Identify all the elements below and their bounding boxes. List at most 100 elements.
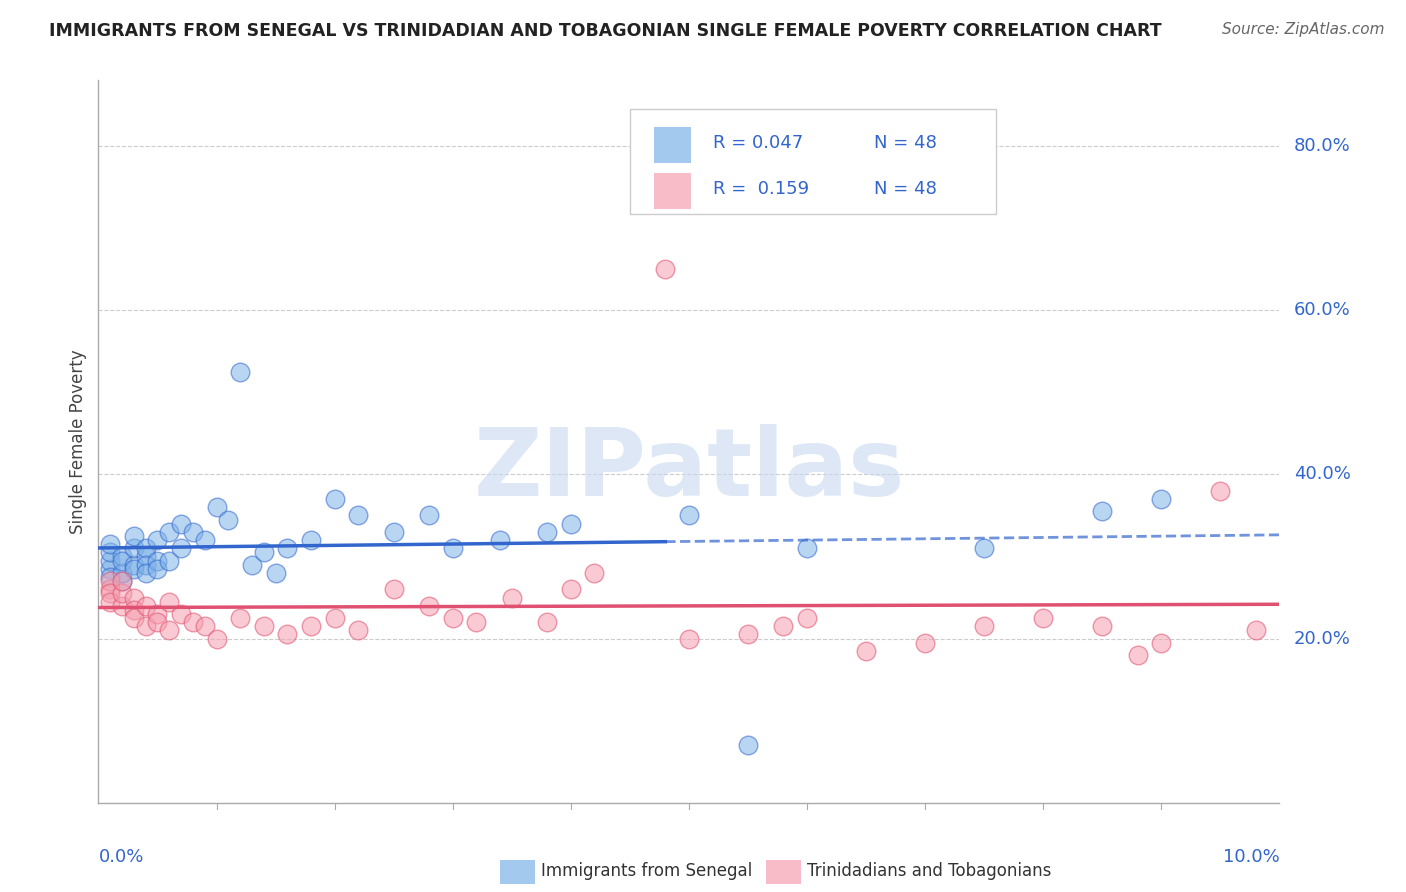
Point xyxy=(122,611,145,625)
Point xyxy=(194,619,217,633)
Point xyxy=(111,566,134,580)
Point xyxy=(122,558,145,572)
Point xyxy=(181,615,204,630)
Point xyxy=(122,603,145,617)
Point xyxy=(240,558,263,572)
Point xyxy=(135,599,157,613)
Point xyxy=(1150,636,1173,650)
Point xyxy=(98,537,121,551)
Point xyxy=(135,566,157,580)
Point xyxy=(122,562,145,576)
Point xyxy=(914,636,936,650)
Point xyxy=(796,541,818,556)
Point xyxy=(737,739,759,753)
Point xyxy=(205,500,228,515)
Point xyxy=(146,607,169,621)
Point xyxy=(181,524,204,539)
Point xyxy=(253,619,276,633)
Point xyxy=(560,516,582,531)
Point xyxy=(111,574,134,588)
Point xyxy=(205,632,228,646)
Point xyxy=(135,558,157,572)
Point xyxy=(111,586,134,600)
Point xyxy=(98,570,121,584)
Text: Immigrants from Senegal: Immigrants from Senegal xyxy=(541,863,752,880)
Point xyxy=(98,594,121,608)
Point xyxy=(135,619,157,633)
Point xyxy=(796,611,818,625)
Point xyxy=(170,607,193,621)
Point xyxy=(323,611,346,625)
Point xyxy=(170,516,193,531)
Point xyxy=(973,541,995,556)
Point xyxy=(347,624,370,638)
Text: 20.0%: 20.0% xyxy=(1294,630,1351,648)
Point xyxy=(135,541,157,556)
Point xyxy=(855,644,877,658)
Point xyxy=(146,562,169,576)
Text: IMMIGRANTS FROM SENEGAL VS TRINIDADIAN AND TOBAGONIAN SINGLE FEMALE POVERTY CORR: IMMIGRANTS FROM SENEGAL VS TRINIDADIAN A… xyxy=(49,22,1161,40)
Point xyxy=(276,627,298,641)
Point xyxy=(135,549,157,564)
Text: N = 48: N = 48 xyxy=(875,179,938,198)
Point xyxy=(654,262,676,277)
Text: Source: ZipAtlas.com: Source: ZipAtlas.com xyxy=(1222,22,1385,37)
Point xyxy=(441,611,464,625)
Point xyxy=(157,553,180,567)
Point xyxy=(973,619,995,633)
Point xyxy=(111,599,134,613)
Point xyxy=(157,524,180,539)
FancyBboxPatch shape xyxy=(654,128,692,163)
Point xyxy=(1032,611,1054,625)
Point xyxy=(170,541,193,556)
Point xyxy=(157,594,180,608)
Point xyxy=(489,533,512,547)
Point xyxy=(111,553,134,567)
Point xyxy=(772,619,794,633)
Point xyxy=(347,508,370,523)
Point xyxy=(146,615,169,630)
Point xyxy=(323,491,346,506)
Point xyxy=(560,582,582,597)
FancyBboxPatch shape xyxy=(501,860,536,885)
Point xyxy=(194,533,217,547)
Point xyxy=(146,553,169,567)
Text: R = 0.047: R = 0.047 xyxy=(713,134,803,153)
Point xyxy=(122,591,145,605)
Point xyxy=(465,615,488,630)
Point xyxy=(536,615,558,630)
Point xyxy=(299,533,322,547)
FancyBboxPatch shape xyxy=(654,173,692,209)
Point xyxy=(98,582,121,597)
Point xyxy=(1126,648,1149,662)
Point xyxy=(253,545,276,559)
Point xyxy=(678,508,700,523)
Point xyxy=(264,566,287,580)
FancyBboxPatch shape xyxy=(766,860,801,885)
Text: 10.0%: 10.0% xyxy=(1223,848,1279,866)
Point xyxy=(98,562,121,576)
Text: ZIPatlas: ZIPatlas xyxy=(474,425,904,516)
Text: 0.0%: 0.0% xyxy=(98,848,143,866)
Point xyxy=(418,508,440,523)
Point xyxy=(441,541,464,556)
Y-axis label: Single Female Poverty: Single Female Poverty xyxy=(69,350,87,533)
Point xyxy=(1244,624,1267,638)
Point xyxy=(122,529,145,543)
Point xyxy=(501,591,523,605)
Point xyxy=(111,574,134,588)
Point xyxy=(418,599,440,613)
Text: 80.0%: 80.0% xyxy=(1294,137,1350,155)
Point xyxy=(737,627,759,641)
Point xyxy=(276,541,298,556)
Point xyxy=(98,545,121,559)
Point xyxy=(583,566,606,580)
Text: 60.0%: 60.0% xyxy=(1294,301,1350,319)
Point xyxy=(111,549,134,564)
Point xyxy=(122,541,145,556)
Point xyxy=(229,611,252,625)
Point xyxy=(1209,483,1232,498)
Point xyxy=(157,624,180,638)
Text: Trinidadians and Tobagonians: Trinidadians and Tobagonians xyxy=(807,863,1052,880)
Point xyxy=(229,365,252,379)
